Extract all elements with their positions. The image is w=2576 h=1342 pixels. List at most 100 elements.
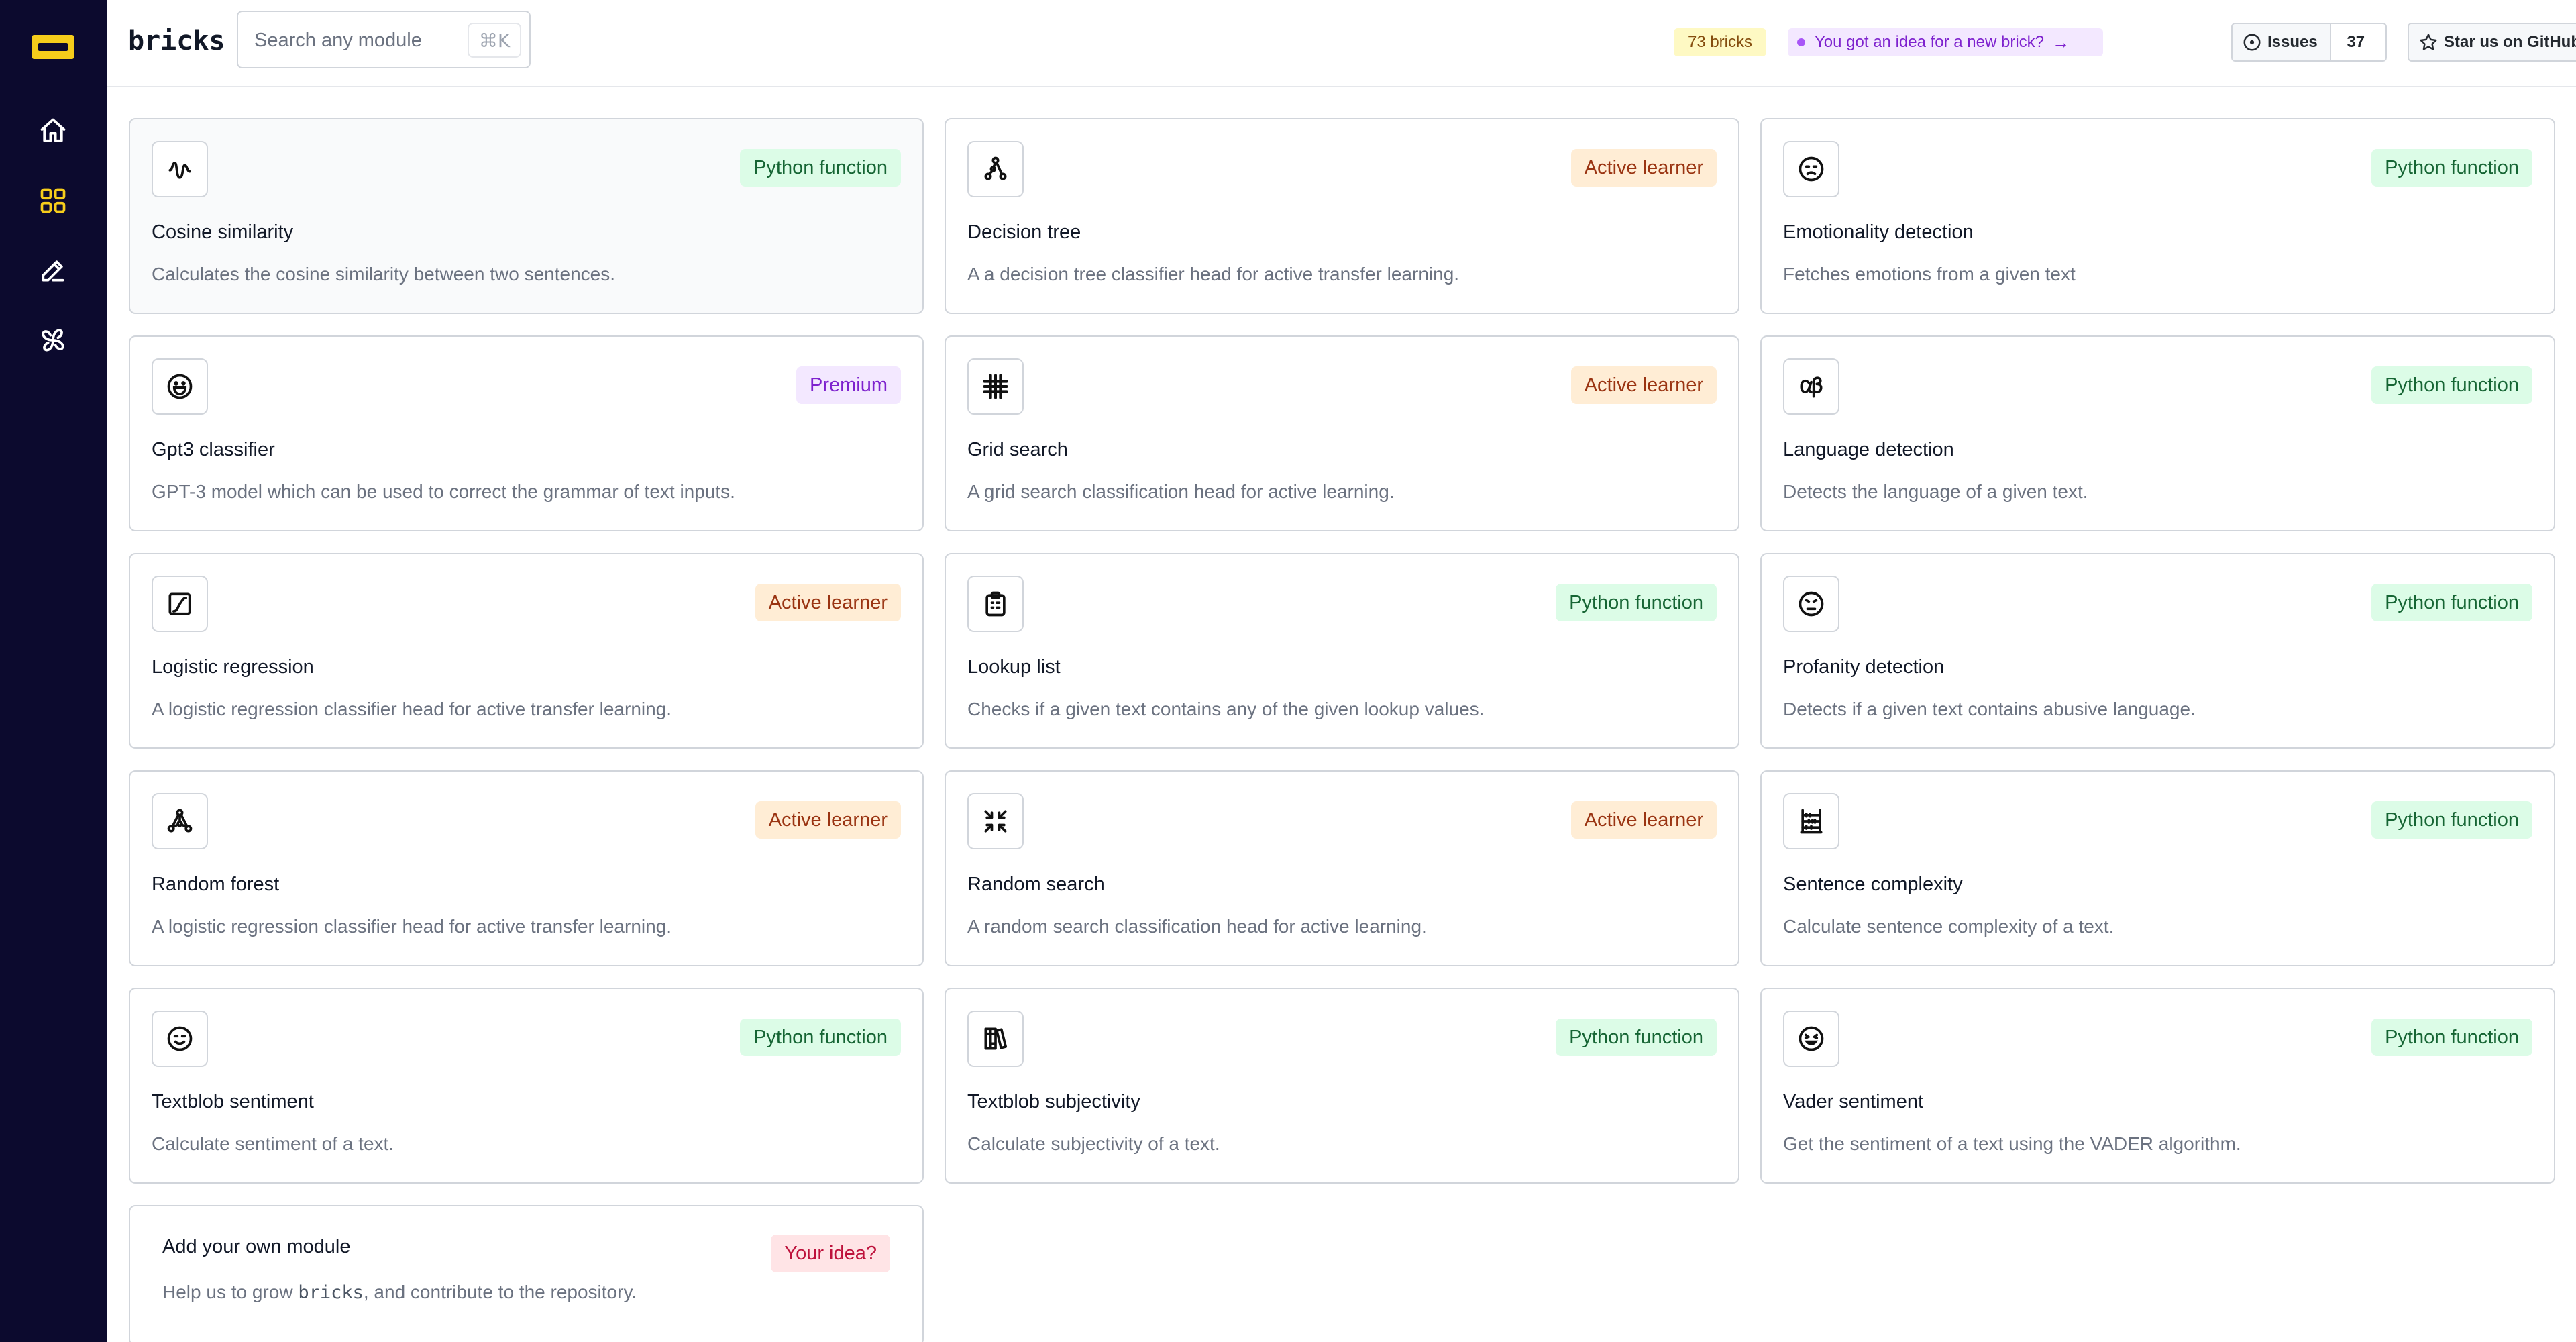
module-title: Decision tree: [967, 221, 1081, 243]
search-box[interactable]: ⌘K: [237, 11, 531, 68]
module-card[interactable]: Python function Emotionality detection F…: [1760, 118, 2555, 314]
issue-icon: [2243, 34, 2261, 51]
star-label-area[interactable]: Star us on GitHub: [2409, 24, 2576, 60]
module-card[interactable]: Python function Cosine similarity Calcul…: [129, 118, 924, 314]
module-description: A grid search classification head for ac…: [967, 481, 1395, 502]
module-title: Logistic regression: [152, 656, 314, 678]
module-title: Sentence complexity: [1783, 874, 1963, 895]
module-type-badge: Python function: [2371, 801, 2532, 839]
face-smile-icon: [152, 1011, 208, 1067]
module-card[interactable]: Python function Textblob subjectivity Ca…: [945, 988, 1739, 1184]
face-angry-icon: [1783, 576, 1839, 632]
network-icon: [152, 793, 208, 849]
module-card[interactable]: Active learner Decision tree A a decisio…: [945, 118, 1739, 314]
module-description: A a decision tree classifier head for ac…: [967, 264, 1460, 285]
star-icon: [2420, 34, 2437, 50]
add-module-description: Help us to grow bricks, and contribute t…: [162, 1282, 637, 1303]
module-card[interactable]: Python function Lookup list Checks if a …: [945, 553, 1739, 749]
add-module-title: Add your own module: [162, 1236, 351, 1257]
face-confused-icon: [1783, 141, 1839, 197]
add-module-desc-code: bricks: [298, 1282, 364, 1303]
your-idea-badge: Your idea?: [771, 1235, 890, 1272]
curve-box-icon: [152, 576, 208, 632]
module-description: Calculate sentence complexity of a text.: [1783, 916, 2114, 937]
module-type-badge: Active learner: [755, 584, 901, 621]
search-input[interactable]: [254, 27, 455, 54]
books-icon: [967, 1011, 1024, 1067]
module-type-badge: Active learner: [1570, 149, 1717, 187]
grid-hash-icon: [967, 358, 1024, 415]
module-type-badge: Premium: [796, 366, 901, 404]
add-module-card[interactable]: Your idea? Add your own module Help us t…: [129, 1205, 924, 1342]
issues-label: Issues: [2267, 33, 2318, 51]
module-type-badge: Python function: [2371, 584, 2532, 621]
module-card[interactable]: Python function Vader sentiment Get the …: [1760, 988, 2555, 1184]
module-type-badge: Python function: [740, 149, 901, 187]
module-description: Checks if a given text contains any of t…: [967, 699, 1485, 719]
module-title: Vader sentiment: [1783, 1091, 1924, 1113]
pinwheel-icon[interactable]: [36, 323, 70, 357]
dot-icon: [1797, 38, 1805, 46]
module-title: Gpt3 classifier: [152, 439, 275, 460]
module-card[interactable]: Python function Textblob sentiment Calcu…: [129, 988, 924, 1184]
pen-icon[interactable]: [36, 254, 70, 287]
module-card[interactable]: Active learner Grid search A grid search…: [945, 336, 1739, 531]
tree-icon: [967, 141, 1024, 197]
module-description: Calculate subjectivity of a text.: [967, 1133, 1220, 1154]
module-description: Calculate sentiment of a text.: [152, 1133, 394, 1154]
issues-count[interactable]: 37: [2330, 24, 2381, 60]
module-type-badge: Python function: [740, 1019, 901, 1056]
module-type-badge: Python function: [1556, 1019, 1717, 1056]
module-title: Language detection: [1783, 439, 1954, 460]
star-label: Star us on GitHub: [2444, 33, 2576, 51]
face-laugh-icon: [152, 358, 208, 415]
search-shortcut-hint: ⌘K: [468, 23, 521, 58]
module-card[interactable]: Active learner Random search A random se…: [945, 770, 1739, 966]
module-description: Detects the language of a given text.: [1783, 481, 2088, 502]
alpha-beta-icon: [1783, 358, 1839, 415]
module-type-badge: Python function: [2371, 149, 2532, 187]
module-description: GPT-3 model which can be used to correct…: [152, 481, 735, 502]
bricks-count-badge: 73 bricks: [1674, 28, 1766, 56]
home-icon[interactable]: [36, 114, 70, 148]
module-card[interactable]: Python function Sentence complexity Calc…: [1760, 770, 2555, 966]
module-type-badge: Python function: [2371, 366, 2532, 404]
module-type-badge: Python function: [1556, 584, 1717, 621]
bricks-logo-icon[interactable]: [32, 35, 74, 59]
add-module-desc-suffix: , and contribute to the repository.: [363, 1282, 637, 1302]
module-card[interactable]: Python function Profanity detection Dete…: [1760, 553, 2555, 749]
arrow-right-icon: →: [2052, 32, 2070, 52]
module-title: Emotionality detection: [1783, 221, 1974, 243]
module-type-badge: Python function: [2371, 1019, 2532, 1056]
module-title: Cosine similarity: [152, 221, 294, 243]
module-description: A logistic regression classifier head fo…: [152, 916, 672, 937]
issues-label-area[interactable]: Issues: [2233, 24, 2331, 60]
module-title: Lookup list: [967, 656, 1061, 678]
sidebar: [0, 0, 107, 1342]
face-wink-icon: [1783, 1011, 1839, 1067]
module-title: Profanity detection: [1783, 656, 1945, 678]
module-description: A logistic regression classifier head fo…: [152, 699, 672, 719]
module-title: Grid search: [967, 439, 1068, 460]
arrows-random-icon: [967, 793, 1024, 849]
top-bar: bricks ⌘K 73 bricks You got an idea for …: [107, 0, 2576, 87]
module-card[interactable]: Active learner Random forest A logistic …: [129, 770, 924, 966]
brand-title[interactable]: bricks: [128, 25, 225, 56]
module-title: Textblob sentiment: [152, 1091, 314, 1113]
module-description: Fetches emotions from a given text: [1783, 264, 2076, 285]
idea-banner-link[interactable]: You got an idea for a new brick? →: [1788, 28, 2103, 56]
module-card[interactable]: Python function Language detection Detec…: [1760, 336, 2555, 531]
abacus-icon: [1783, 793, 1839, 849]
module-description: Detects if a given text contains abusive…: [1783, 699, 2196, 719]
modules-grid-icon[interactable]: [36, 184, 70, 217]
module-title: Random forest: [152, 874, 280, 895]
module-card[interactable]: Active learner Logistic regression A log…: [129, 553, 924, 749]
module-title: Random search: [967, 874, 1105, 895]
module-card[interactable]: Premium Gpt3 classifier GPT-3 model whic…: [129, 336, 924, 531]
github-star-button[interactable]: Star us on GitHub 322: [2408, 23, 2576, 62]
idea-banner-text: You got an idea for a new brick?: [1815, 33, 2045, 51]
module-type-badge: Active learner: [1570, 366, 1717, 404]
module-type-badge: Active learner: [1570, 801, 1717, 839]
module-type-badge: Active learner: [755, 801, 901, 839]
github-issues-button[interactable]: Issues 37: [2231, 23, 2387, 62]
